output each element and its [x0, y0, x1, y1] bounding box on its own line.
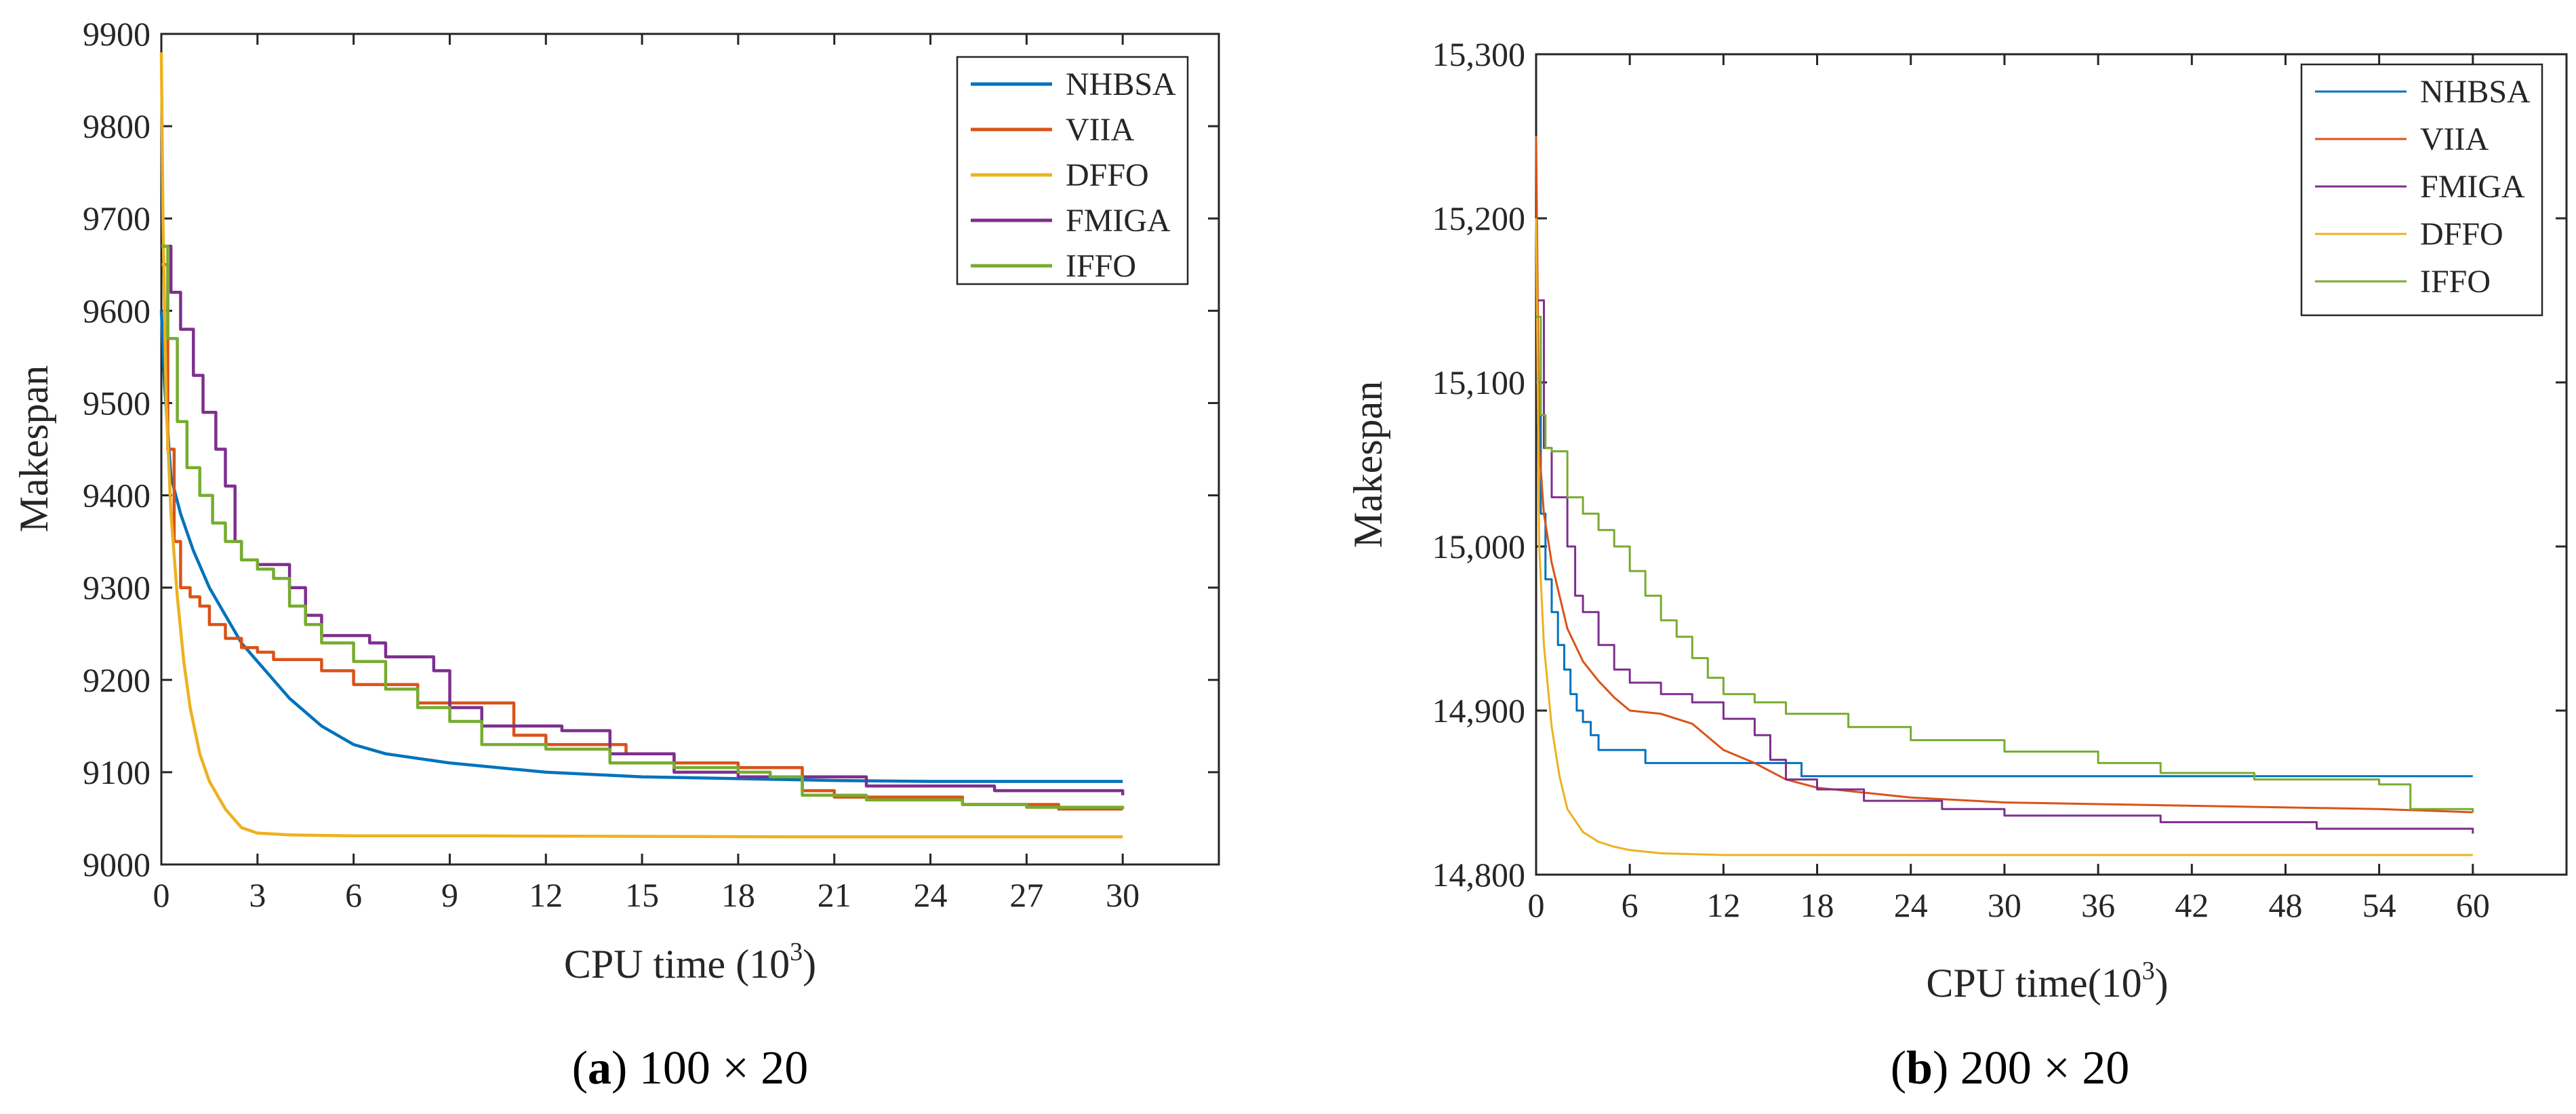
y-tick-label: 14,800 — [1432, 856, 1526, 894]
legend-label: VIIA — [2420, 121, 2489, 157]
series-lines — [159, 52, 1125, 839]
y-tick-label: 15,200 — [1432, 199, 1526, 237]
legend-label: DFFO — [2420, 216, 2503, 252]
axis-ticks — [160, 33, 1219, 866]
series-dffo — [1535, 218, 2473, 856]
y-tick-label: 9200 — [83, 661, 150, 699]
y-tick-label: 14,900 — [1432, 692, 1526, 730]
x-tick-label: 0 — [1528, 886, 1545, 924]
legend-box — [2300, 63, 2543, 317]
x-tick-label: 48 — [2268, 886, 2302, 924]
series-nhbsa — [159, 311, 1123, 783]
y-tick-label: 9500 — [83, 384, 150, 422]
x-tick-label: 24 — [1894, 886, 1928, 924]
x-tick-label: 15 — [625, 876, 659, 914]
tick-labels: 0 6 12 18 24 30 36 42 48 54 60 14,800 14,900 15,000 15… — [1432, 35, 2490, 924]
chart-panel-a: 0 3 6 9 12 15 18 21 24 27 30 9000 9100 9200 9300 9400 95… — [12, 15, 1220, 1094]
series-nhbsa — [1536, 381, 2473, 778]
x-tick-label: 27 — [1009, 876, 1043, 914]
x-tick-label: 42 — [2175, 886, 2209, 924]
x-tick-label: 54 — [2362, 886, 2396, 924]
series-viia — [1535, 136, 2473, 814]
legend-label: IFFO — [1066, 248, 1136, 284]
x-tick-label: 12 — [1706, 886, 1740, 924]
series-fmiga — [1536, 299, 2474, 834]
chart-panel-b: 0 6 12 18 24 30 36 42 48 54 60 14,800 14,900 15,000 15… — [1346, 35, 2568, 1094]
legend-label: DFFO — [1066, 157, 1149, 193]
y-tick-label: 15,100 — [1432, 363, 1526, 401]
legend: NHBSA VIIA DFFO FMIGA IFFO — [956, 56, 1189, 285]
legend-label: FMIGA — [1066, 203, 1171, 239]
legend-label: NHBSA — [2420, 74, 2531, 110]
x-tick-label: 3 — [249, 876, 266, 914]
y-axis-label: Makespan — [12, 365, 56, 533]
caption-text: 100 × 20 — [639, 1042, 808, 1094]
x-tick-label: 18 — [721, 876, 755, 914]
y-axis-label: Makespan — [1346, 381, 1390, 549]
x-tick-label: 6 — [345, 876, 362, 914]
y-tick-label: 9600 — [83, 292, 150, 330]
x-tick-label: 30 — [1988, 886, 2021, 924]
series-lines — [1535, 136, 2474, 856]
series-iffo — [1536, 315, 2474, 812]
caption-label: b — [1906, 1042, 1933, 1094]
tick-labels: 0 3 6 9 12 15 18 21 24 27 30 9000 9100 9200 9300 9400 95… — [83, 15, 1140, 914]
x-tick-label: 12 — [529, 876, 563, 914]
legend-label: VIIA — [1066, 112, 1135, 148]
x-axis-label: CPU time (103) — [564, 938, 816, 987]
series-fmiga — [161, 244, 1125, 795]
x-tick-label: 60 — [2456, 886, 2490, 924]
x-tick-label: 30 — [1106, 876, 1140, 914]
x-tick-label: 21 — [818, 876, 851, 914]
series-iffo — [161, 244, 1125, 810]
series-dffo — [159, 52, 1123, 839]
x-tick-label: 24 — [914, 876, 948, 914]
axis-ticks — [1535, 53, 2567, 876]
y-tick-label: 9800 — [83, 107, 150, 145]
x-tick-label: 18 — [1800, 886, 1834, 924]
y-tick-label: 9300 — [83, 569, 150, 607]
y-tick-label: 9700 — [83, 199, 150, 237]
y-tick-label: 9900 — [83, 15, 150, 53]
y-tick-label: 9400 — [83, 477, 150, 515]
y-tick-label: 9000 — [83, 846, 150, 883]
caption-text: 200 × 20 — [1960, 1042, 2129, 1094]
caption-a: (a) 100 × 20 — [572, 1042, 809, 1094]
legend-label: NHBSA — [1066, 66, 1176, 102]
y-tick-label: 9100 — [83, 753, 150, 791]
caption-b: (b) 200 × 20 — [1891, 1042, 2130, 1094]
x-tick-label: 6 — [1622, 886, 1638, 924]
x-tick-label: 36 — [2081, 886, 2115, 924]
legend: NHBSA VIIA FMIGA DFFO IFFO — [2300, 63, 2543, 317]
x-tick-label: 0 — [153, 876, 170, 914]
legend-label: FMIGA — [2420, 169, 2525, 205]
y-tick-label: 15,300 — [1432, 35, 1526, 73]
x-axis-label: CPU time(103) — [1926, 957, 2168, 1006]
legend-box — [956, 56, 1189, 285]
y-tick-label: 15,000 — [1432, 528, 1526, 565]
legend-label: IFFO — [2420, 264, 2491, 300]
x-tick-label: 9 — [441, 876, 458, 914]
caption-label: a — [588, 1042, 611, 1094]
